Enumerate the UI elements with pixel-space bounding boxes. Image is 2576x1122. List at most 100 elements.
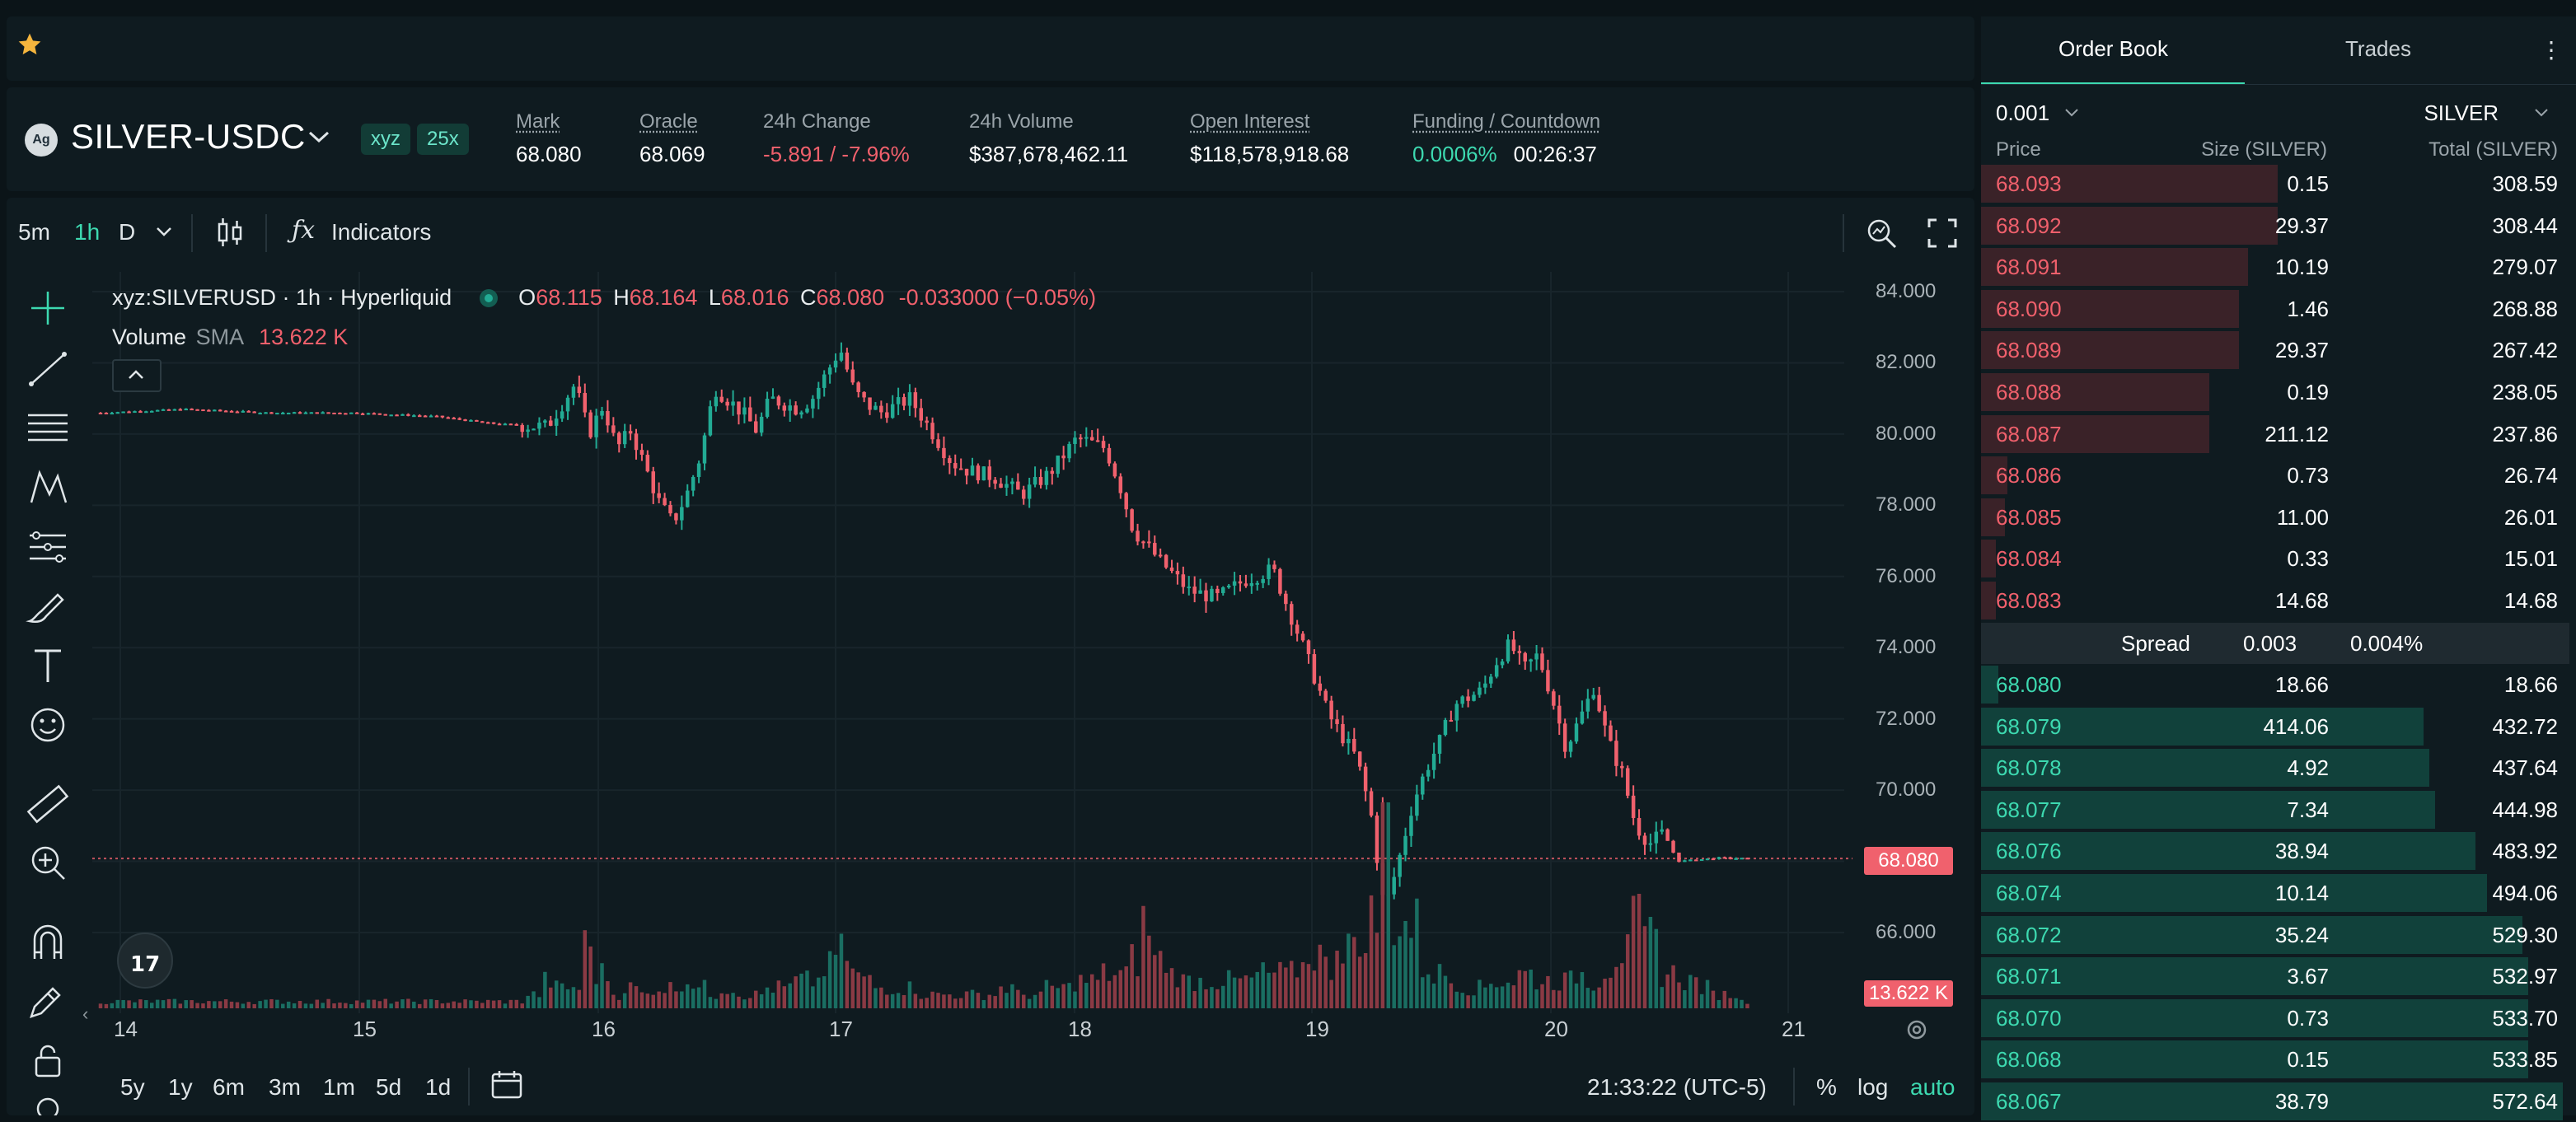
range-1m[interactable]: 1m <box>323 1074 355 1100</box>
chevron-down-icon[interactable] <box>2063 107 2080 119</box>
range-1y[interactable]: 1y <box>168 1074 193 1100</box>
volume-bar <box>770 992 775 1008</box>
more-menu-icon[interactable]: ⋮ <box>2540 37 2563 63</box>
ask-row[interactable]: 68.087 211.12 237.86 <box>1981 414 2569 455</box>
star-icon[interactable] <box>16 31 43 58</box>
bid-row[interactable]: 68.067 38.79 572.64 <box>1981 1081 2569 1122</box>
candle-body <box>1158 554 1163 557</box>
indicators-button[interactable]: Indicators <box>331 219 432 245</box>
volume-bar <box>121 999 125 1008</box>
ask-row[interactable]: 68.091 10.19 279.07 <box>1981 246 2569 288</box>
chevron-down-icon[interactable] <box>155 226 173 237</box>
volume-bar <box>702 979 707 1008</box>
pencil-lock-icon[interactable] <box>23 982 73 1025</box>
bid-row[interactable]: 68.068 0.15 533.85 <box>1981 1039 2569 1080</box>
bid-row[interactable]: 68.078 4.92 437.64 <box>1981 747 2569 788</box>
volume-bar <box>1421 977 1425 1008</box>
lock-icon[interactable] <box>23 1040 73 1082</box>
tradingview-logo[interactable]: 17 <box>117 933 173 989</box>
ask-row[interactable]: 68.089 29.37 267.42 <box>1981 330 2569 371</box>
interval-1h[interactable]: 1h <box>74 219 101 245</box>
candle-body <box>577 386 582 394</box>
row-total: 308.44 <box>2492 213 2558 238</box>
percent-scale-toggle[interactable]: % <box>1816 1074 1837 1100</box>
range-6m[interactable]: 6m <box>213 1074 245 1100</box>
ask-row[interactable]: 68.084 0.33 15.01 <box>1981 538 2569 579</box>
candle-body <box>1050 470 1055 475</box>
bid-row[interactable]: 68.070 0.73 533.70 <box>1981 998 2569 1039</box>
emoji-icon[interactable] <box>23 704 73 746</box>
volume-bar <box>1392 945 1396 1008</box>
market-symbol[interactable]: SILVER-USDC <box>71 117 306 156</box>
volume-bar <box>1181 974 1186 1008</box>
bid-row[interactable]: 68.077 7.34 444.98 <box>1981 789 2569 830</box>
candles-icon[interactable] <box>216 216 244 249</box>
ask-row[interactable]: 68.085 11.00 26.01 <box>1981 497 2569 538</box>
candle-body <box>639 450 644 456</box>
range-5d[interactable]: 5d <box>376 1074 402 1100</box>
scroll-left-icon[interactable]: ‹ <box>82 1003 89 1024</box>
row-price: 68.074 <box>1996 881 2062 905</box>
fx-icon[interactable]: ƒx <box>292 216 316 245</box>
candle-body <box>1489 676 1493 684</box>
eye-icon[interactable] <box>23 1091 73 1115</box>
fullscreen-icon[interactable] <box>1927 217 1958 249</box>
bid-row[interactable]: 68.080 18.66 18.66 <box>1981 664 2569 705</box>
zoom-in-icon[interactable] <box>23 842 73 885</box>
range-5y[interactable]: 5y <box>120 1074 145 1100</box>
volume-bar <box>514 999 519 1008</box>
bid-row[interactable]: 68.079 414.06 432.72 <box>1981 706 2569 747</box>
ask-row[interactable]: 68.092 29.37 308.44 <box>1981 205 2569 246</box>
interval-d[interactable]: D <box>119 219 136 245</box>
log-scale-toggle[interactable]: log <box>1857 1074 1889 1100</box>
range-3m[interactable]: 3m <box>269 1074 301 1100</box>
row-size: 38.79 <box>2274 1089 2329 1114</box>
ask-row[interactable]: 68.083 14.68 14.68 <box>1981 580 2569 621</box>
bid-row[interactable]: 68.071 3.67 532.97 <box>1981 956 2569 997</box>
price-chart[interactable] <box>92 272 1956 1013</box>
tick-size-select[interactable]: 0.001 <box>1996 101 2050 125</box>
ruler-icon[interactable] <box>23 783 73 825</box>
bid-row[interactable]: 68.076 38.94 483.92 <box>1981 830 2569 872</box>
collapse-legend-button[interactable] <box>112 359 162 392</box>
brush-icon[interactable] <box>23 585 73 628</box>
text-icon[interactable] <box>23 644 73 687</box>
ask-row[interactable]: 68.090 1.46 268.88 <box>1981 288 2569 330</box>
range-1d[interactable]: 1d <box>425 1074 452 1100</box>
trend-line-icon[interactable] <box>23 348 73 390</box>
interval-5m[interactable]: 5m <box>18 219 50 245</box>
ask-row[interactable]: 68.088 0.19 238.05 <box>1981 372 2569 413</box>
bid-row[interactable]: 68.074 10.14 494.06 <box>1981 872 2569 914</box>
pattern-icon[interactable] <box>23 466 73 509</box>
bid-row[interactable]: 68.072 35.24 529.30 <box>1981 914 2569 956</box>
tab-order-book[interactable]: Order Book <box>2058 36 2168 61</box>
crosshair-icon[interactable] <box>23 287 73 330</box>
candle-body <box>121 411 125 414</box>
asset-select[interactable]: SILVER <box>2424 101 2499 125</box>
candle-body <box>1728 857 1732 859</box>
tab-trades[interactable]: Trades <box>2345 36 2411 61</box>
depth-bar <box>1981 582 1996 619</box>
settings-gear-icon[interactable] <box>1904 1017 1930 1043</box>
ask-row[interactable]: 68.093 0.15 308.59 <box>1981 163 2569 204</box>
candle-body <box>1620 765 1624 769</box>
magnet-icon[interactable] <box>23 921 73 964</box>
clock-readout[interactable]: 21:33:22 (UTC-5) <box>1587 1074 1767 1100</box>
candle-body <box>1562 723 1567 752</box>
fib-lines-icon[interactable] <box>23 407 73 450</box>
row-price: 68.070 <box>1996 1005 2062 1031</box>
forecast-icon[interactable] <box>23 526 73 568</box>
ask-row[interactable]: 68.086 0.73 26.74 <box>1981 455 2569 496</box>
candle-body <box>805 408 809 413</box>
chevron-down-icon[interactable] <box>307 129 331 145</box>
candle-body <box>1136 531 1140 542</box>
volume-bar <box>1511 985 1516 1008</box>
row-price: 68.091 <box>1996 255 2062 280</box>
candle-body <box>520 425 524 432</box>
calendar-icon[interactable] <box>489 1069 524 1101</box>
candle-body <box>138 411 143 414</box>
volume-bar <box>1147 935 1151 1008</box>
magnify-chart-icon[interactable] <box>1864 216 1899 250</box>
chevron-down-icon[interactable] <box>2533 107 2550 119</box>
auto-scale-toggle[interactable]: auto <box>1910 1074 1955 1100</box>
